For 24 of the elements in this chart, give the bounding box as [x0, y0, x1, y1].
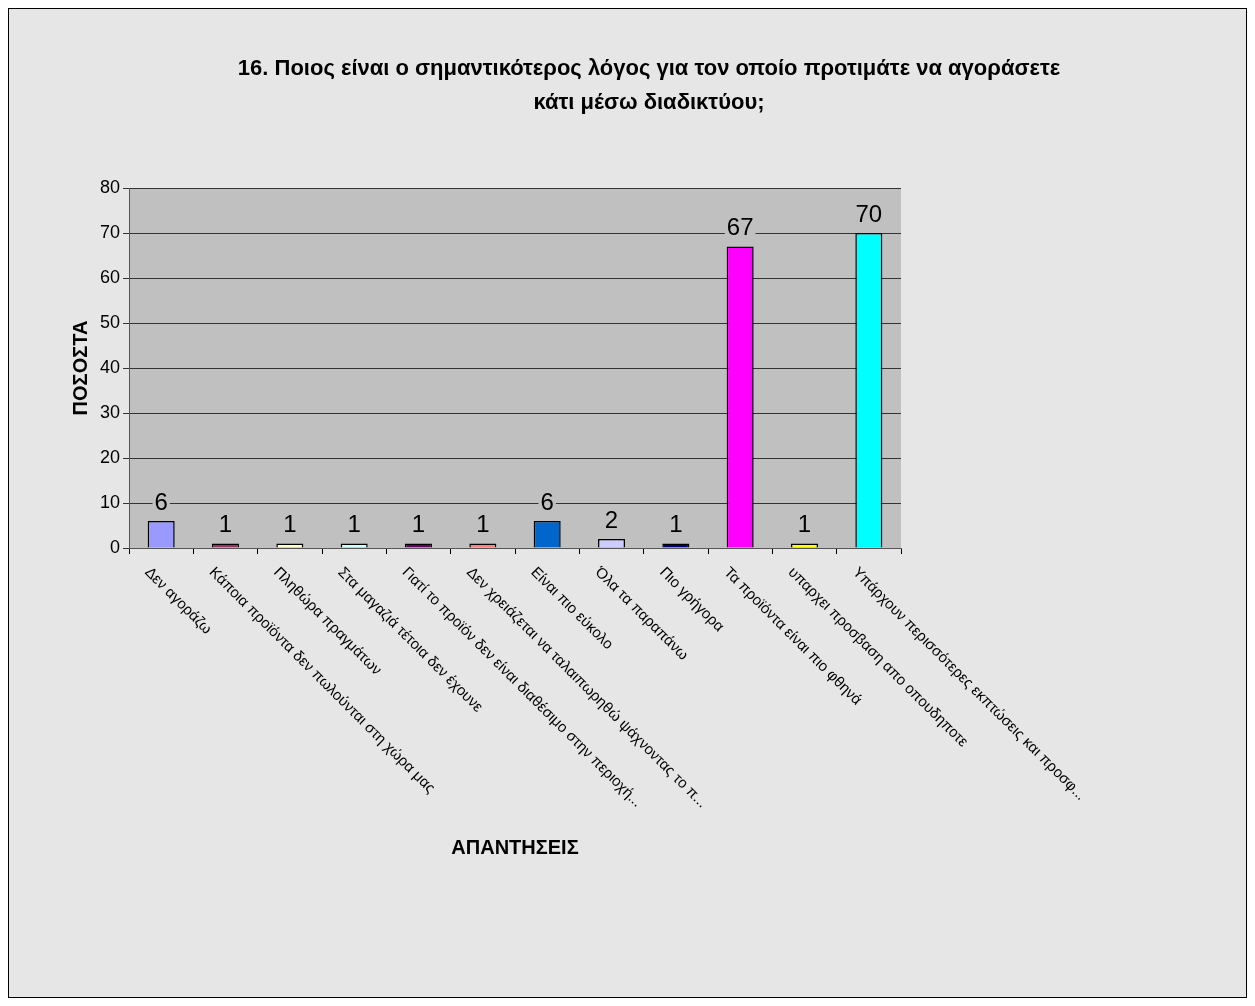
x-axis-title: ΑΠΑΝΤΗΣΕΙΣ: [451, 835, 579, 858]
y-tick-label: 30: [99, 401, 121, 422]
y-tick-label: 10: [99, 491, 121, 512]
chart-title: 16. Ποιος είναι ο σημαντικότερος λόγος για τον οποίο προτιμάτε να αγοράσετε κάτι μέσω διαδικτύου;: [236, 54, 1062, 116]
data-label: 1: [476, 510, 490, 538]
data-label: 6: [540, 487, 554, 515]
y-tick-label: 20: [99, 446, 121, 467]
data-label: 1: [669, 510, 683, 538]
data-label: 70: [855, 199, 883, 227]
data-label: 67: [726, 213, 754, 241]
y-tick-label: 40: [99, 356, 121, 377]
y-tick-label: 80: [99, 176, 121, 197]
data-label: 2: [604, 505, 619, 533]
y-axis-title: ΠΟΣΟΣΤΑ: [68, 320, 91, 416]
y-tick-label: 70: [99, 221, 121, 242]
y-tick-label: 50: [99, 311, 121, 332]
y-tick-label: 60: [99, 266, 121, 287]
data-label: 1: [797, 510, 812, 538]
y-tick-label: 0: [110, 536, 121, 557]
data-label: 1: [283, 510, 297, 538]
data-label: 6: [154, 487, 168, 515]
data-label: 1: [347, 510, 361, 538]
data-label: 1: [218, 510, 233, 538]
data-label: 1: [411, 510, 426, 538]
